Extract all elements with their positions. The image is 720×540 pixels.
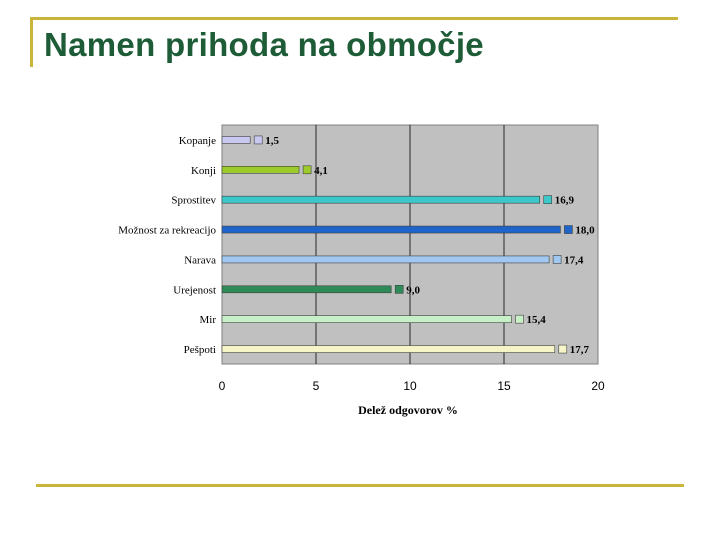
category-label-2: Sprostitev xyxy=(171,195,216,207)
value-marker-2 xyxy=(543,195,553,204)
frame-top-line xyxy=(30,17,678,20)
category-label-1: Konji xyxy=(191,165,216,177)
value-label-3: 18,0 xyxy=(575,225,595,237)
category-label-6: Mir xyxy=(200,314,217,326)
value-label-5: 9,0 xyxy=(406,284,420,296)
bar-7 xyxy=(221,345,556,353)
x-tick-label-1: 5 xyxy=(313,379,320,393)
category-label-7: Pešpoti xyxy=(184,344,216,356)
value-label-4: 17,4 xyxy=(564,254,584,266)
bar-4 xyxy=(221,255,550,264)
x-tick-label-0: 0 xyxy=(219,379,226,393)
value-label-7: 17,7 xyxy=(570,344,590,356)
bar-3 xyxy=(221,225,561,234)
value-marker-4 xyxy=(552,255,562,264)
x-tick-label-2: 10 xyxy=(403,379,417,393)
value-label-1: 4,1 xyxy=(314,165,328,177)
value-label-6: 15,4 xyxy=(527,314,547,326)
bar-5 xyxy=(221,285,392,294)
value-marker-0 xyxy=(253,135,263,145)
slide-title: Namen prihoda na območje xyxy=(44,26,484,63)
x-axis-label: Delež odgovorov % xyxy=(358,403,458,417)
value-marker-3 xyxy=(564,225,573,234)
bar-0 xyxy=(221,136,251,144)
bar-1 xyxy=(221,166,300,174)
x-tick-label-4: 20 xyxy=(591,379,605,393)
value-marker-5 xyxy=(394,285,404,294)
value-marker-7 xyxy=(558,344,568,354)
value-label-2: 16,9 xyxy=(555,195,575,207)
bar-2 xyxy=(221,195,541,204)
bar-6 xyxy=(221,315,512,323)
value-label-0: 1,5 xyxy=(265,135,279,147)
category-label-3: Možnost za rekreacijo xyxy=(118,225,216,237)
frame-left-line xyxy=(30,17,33,67)
category-label-0: Kopanje xyxy=(179,135,216,147)
x-tick-label-3: 15 xyxy=(497,379,511,393)
category-label-4: Narava xyxy=(184,254,216,266)
category-label-5: Urejenost xyxy=(173,284,216,296)
value-marker-6 xyxy=(515,314,524,324)
value-marker-1 xyxy=(302,165,312,175)
frame-bottom-line xyxy=(36,484,684,487)
